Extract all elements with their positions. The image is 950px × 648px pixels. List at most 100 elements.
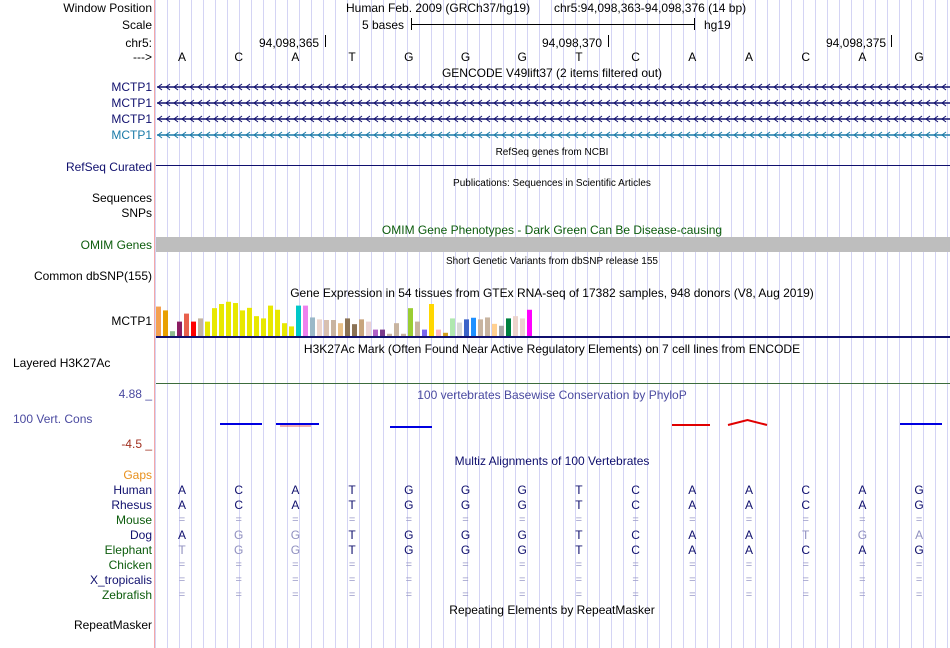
gtex-tissue-bar[interactable] <box>506 318 511 336</box>
strand-arrow-icon <box>837 115 843 123</box>
species-label[interactable]: Chicken <box>108 558 152 572</box>
gtex-tissue-bar[interactable] <box>352 324 357 336</box>
phylop-label[interactable]: 100 Vert. Cons <box>13 412 93 426</box>
gtex-tissue-bar[interactable] <box>205 321 210 336</box>
gtex-tissue-bar[interactable] <box>331 320 336 336</box>
repeatmasker-label[interactable]: RepeatMasker <box>73 618 152 632</box>
phylop-score-segment[interactable] <box>727 418 768 426</box>
strand-arrow-icon <box>445 131 451 139</box>
gtex-tissue-bar[interactable] <box>478 319 483 336</box>
species-label[interactable]: Elephant <box>104 543 152 557</box>
species-label[interactable]: X_tropicalis <box>89 573 152 587</box>
gtex-tissue-bar[interactable] <box>163 310 168 336</box>
gtex-tissue-bar[interactable] <box>184 313 189 336</box>
strand-arrow-icon <box>189 115 195 123</box>
scale-db: hg19 <box>704 18 731 32</box>
gencode-genes[interactable] <box>0 0 950 150</box>
strand-arrow-icon <box>341 131 347 139</box>
gtex-tissue-bar[interactable] <box>289 326 294 336</box>
gtex-tissue-bar[interactable] <box>450 318 455 336</box>
gtex-tissue-bar[interactable] <box>513 316 518 336</box>
strand-arrow-icon <box>741 115 747 123</box>
gencode-item-label[interactable]: MCTP1 <box>111 96 152 110</box>
gtex-tissue-bar[interactable] <box>527 309 532 336</box>
gtex-tissue-bar[interactable] <box>198 318 203 336</box>
gtex-tissue-bar[interactable] <box>443 332 448 336</box>
grid-line <box>455 0 456 648</box>
multiz-gaps-label[interactable]: Gaps <box>123 468 152 482</box>
gtex-tissue-bar[interactable] <box>520 318 525 336</box>
strand-arrow-icon <box>381 131 387 139</box>
gtex-label[interactable]: MCTP1 <box>111 314 152 328</box>
dbsnp-label[interactable]: Common dbSNP(155) <box>33 269 152 283</box>
gtex-tissue-bar[interactable] <box>373 329 378 336</box>
gtex-tissue-bar[interactable] <box>226 301 231 336</box>
gencode-item-label[interactable]: MCTP1 <box>111 80 152 94</box>
gtex-tissue-bar[interactable] <box>212 308 217 336</box>
gtex-tissue-bar[interactable] <box>261 318 266 336</box>
omim-gene-bar[interactable] <box>156 237 950 252</box>
gtex-tissue-bar[interactable] <box>380 329 385 336</box>
gtex-tissue-bar[interactable] <box>345 318 350 336</box>
strand-arrow-icon <box>357 115 363 123</box>
gtex-tissue-bar[interactable] <box>303 305 308 336</box>
alignment-base: = <box>405 574 413 586</box>
h3k27ac-label[interactable]: Layered H3K27Ac <box>13 356 111 370</box>
gtex-tissue-bar[interactable] <box>415 321 420 336</box>
gencode-item-label[interactable]: MCTP1 <box>111 128 152 142</box>
species-label[interactable]: Zebrafish <box>101 588 152 602</box>
gtex-tissue-bar[interactable] <box>429 304 434 336</box>
gtex-tissue-bar[interactable] <box>408 308 413 336</box>
strand-arrow-icon <box>365 115 371 123</box>
gtex-tissue-bar[interactable] <box>156 306 161 336</box>
refseq-gene-line[interactable] <box>156 165 950 166</box>
gtex-tissue-bar[interactable] <box>485 317 490 336</box>
gtex-tissue-bar[interactable] <box>275 309 280 336</box>
gtex-tissue-bar[interactable] <box>471 317 476 336</box>
gencode-item-label[interactable]: MCTP1 <box>111 112 152 126</box>
gtex-tissue-bar[interactable] <box>464 319 469 336</box>
publications-label-sequences[interactable]: Sequences <box>91 191 152 205</box>
gtex-tissue-bar[interactable] <box>394 323 399 336</box>
strand-arrow-icon <box>917 83 923 91</box>
gtex-tissue-bar[interactable] <box>219 304 224 336</box>
gtex-tissue-bar[interactable] <box>492 323 497 336</box>
gtex-tissue-bar[interactable] <box>233 303 238 336</box>
gtex-tissue-bar[interactable] <box>359 319 364 336</box>
gtex-tissue-bar[interactable] <box>422 329 427 336</box>
strand-label[interactable]: ---> <box>133 50 152 64</box>
gtex-tissue-bar[interactable] <box>247 307 252 336</box>
gtex-tissue-bar[interactable] <box>170 331 175 336</box>
refseq-label[interactable]: RefSeq Curated <box>65 160 152 174</box>
gtex-tissue-bar[interactable] <box>282 323 287 336</box>
gtex-tissue-bar[interactable] <box>401 333 406 336</box>
species-label[interactable]: Rhesus <box>111 498 152 512</box>
gtex-tissue-bar[interactable] <box>338 323 343 336</box>
gtex-tissue-bar[interactable] <box>499 325 504 336</box>
gtex-tissue-bar[interactable] <box>268 305 273 336</box>
gtex-tissue-bar[interactable] <box>324 320 329 336</box>
phylop-graph[interactable] <box>0 410 950 440</box>
gtex-bar-chart[interactable] <box>155 298 540 336</box>
species-label[interactable]: Mouse <box>115 513 152 527</box>
gtex-tissue-bar[interactable] <box>366 321 371 336</box>
gtex-tissue-bar[interactable] <box>310 317 315 336</box>
species-label[interactable]: Human <box>113 483 152 497</box>
gtex-tissue-bar[interactable] <box>296 305 301 336</box>
gtex-tissue-bar[interactable] <box>240 310 245 336</box>
gtex-tissue-bar[interactable] <box>457 322 462 336</box>
gtex-tissue-bar[interactable] <box>317 319 322 336</box>
species-label[interactable]: Dog <box>129 528 152 542</box>
publications-label-snps[interactable]: SNPs <box>121 206 152 220</box>
alignment-base: = <box>462 559 469 571</box>
omim-label[interactable]: OMIM Genes <box>80 238 152 252</box>
gtex-tissue-bar[interactable] <box>177 321 182 336</box>
strand-arrow-icon <box>285 115 291 123</box>
gtex-tissue-bar[interactable] <box>387 333 392 336</box>
gtex-tissue-bar[interactable] <box>191 321 196 336</box>
strand-arrow-icon <box>173 99 179 107</box>
strand-arrow-icon <box>405 83 411 91</box>
position-readout[interactable]: chr5:94,098,363-94,098,376 (14 bp) <box>554 1 747 15</box>
gtex-tissue-bar[interactable] <box>254 316 259 336</box>
gtex-tissue-bar[interactable] <box>436 329 441 336</box>
